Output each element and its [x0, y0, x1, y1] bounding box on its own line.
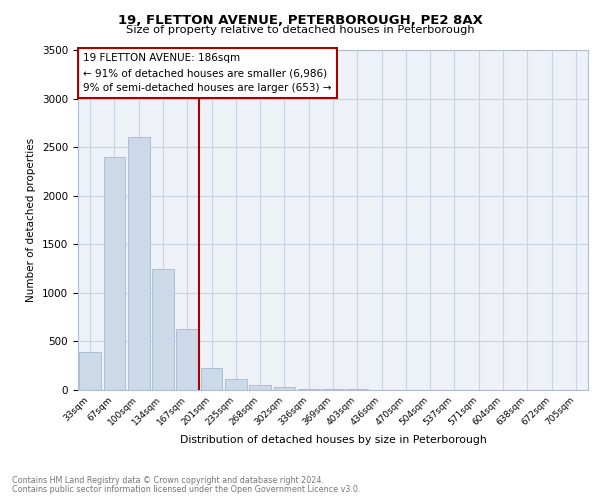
Text: 19, FLETTON AVENUE, PETERBOROUGH, PE2 8AX: 19, FLETTON AVENUE, PETERBOROUGH, PE2 8A…: [118, 14, 482, 27]
Bar: [225, 380, 247, 390]
Bar: [152, 268, 174, 390]
Text: 19 FLETTON AVENUE: 186sqm
← 91% of detached houses are smaller (6,986)
9% of sem: 19 FLETTON AVENUE: 186sqm ← 91% of detac…: [83, 54, 332, 93]
Bar: [104, 157, 125, 390]
Bar: [128, 138, 149, 390]
Text: Contains HM Land Registry data © Crown copyright and database right 2024.: Contains HM Land Registry data © Crown c…: [12, 476, 324, 485]
Bar: [322, 389, 344, 390]
Bar: [200, 368, 223, 390]
Y-axis label: Number of detached properties: Number of detached properties: [26, 138, 37, 302]
X-axis label: Distribution of detached houses by size in Peterborough: Distribution of detached houses by size …: [179, 436, 487, 446]
Bar: [176, 329, 198, 390]
Bar: [274, 387, 295, 390]
Bar: [79, 352, 101, 390]
Bar: [298, 388, 320, 390]
Text: Contains public sector information licensed under the Open Government Licence v3: Contains public sector information licen…: [12, 485, 361, 494]
Text: Size of property relative to detached houses in Peterborough: Size of property relative to detached ho…: [125, 25, 475, 35]
Bar: [249, 384, 271, 390]
